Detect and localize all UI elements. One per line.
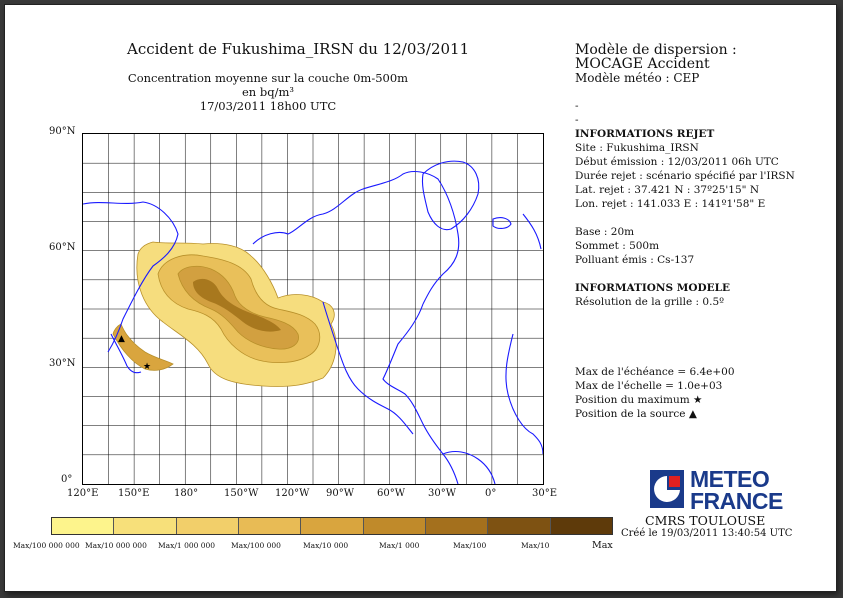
model-name-line1: Modèle de dispersion : [575,42,737,58]
info-panel: Modèle de dispersion : MOCAGE Accident M… [575,43,795,421]
coast-alaska-canada [252,170,460,305]
colorbar-swatch-4 [301,518,364,534]
subtitle-concentration: Concentration moyenne sur la couche 0m-5… [127,71,409,99]
colorbar-label-max: Max [592,540,613,551]
meteo-france-logo: METEO FRANCE [650,466,790,516]
colorbar-swatch-0 [52,518,115,534]
release-duration: Durée rejet : scénario spécifié par l'IR… [575,170,795,182]
colorbar-swatch-1 [114,518,177,534]
creation-timestamp: Créé le 19/03/2011 13:40:54 UTC [621,528,793,539]
lat-label-60n: 60°N [49,242,76,253]
meteo-france-logo-graphic [650,470,684,508]
source-marker: ▲ [118,334,125,344]
plume-core [193,278,281,332]
max-forecast: Max de l'échéance = 6.4e+00 [575,366,735,378]
subtitle-datetime: 17/03/2011 18h00 UTC [199,99,337,113]
lon-label-30w: 30°W [428,488,457,499]
lon-label-60w: 60°W [377,488,406,499]
logo-text-france: FRANCE [690,488,783,514]
max-scale: Max de l'échelle = 1.0e+03 [575,380,723,392]
map-subtitle: Concentration moyenne sur la couche 0m-5… [123,71,413,113]
release-base: Base : 20m [575,226,635,238]
dispersion-plume [112,241,337,387]
concentration-colorbar [51,517,613,535]
maximum-marker: ★ [143,362,152,372]
colorbar-swatch-6 [425,518,489,534]
colorbar-label-1e8: Max/100 000 000 [13,541,80,550]
lat-label-0: 0° [61,474,73,485]
grid-resolution: Résolution de la grille : 0.5º [575,296,725,308]
colorbar-label-1e2: Max/100 [453,541,487,550]
separator-dash-1: - [575,100,579,112]
coast-us-west [322,301,414,435]
colorbar-swatch-2 [176,518,239,534]
max-position-legend: Position du maximum ★ [575,394,703,406]
plume-tail [112,323,174,371]
lon-label-120e: 120°E [67,488,99,499]
colorbar-label-1e4: Max/10 000 [303,541,349,550]
release-top: Sommet : 500m [575,240,660,252]
colorbar-label-1e5: Max/100 000 [231,541,281,550]
lon-label-0: 0° [485,488,497,499]
coast-siberia [82,201,179,353]
release-site: Site : Fukushima_IRSN [575,142,699,154]
colorbar-label-1e7: Max/10 000 000 [85,541,147,550]
dispersion-map: ▲ ★ [82,133,544,485]
pollutant: Polluant émis : Cs-137 [575,254,695,266]
lat-label-30n: 30°N [49,358,76,369]
map-title: Accident de Fukushima_IRSN du 12/03/2011 [127,40,470,58]
lon-label-90w: 90°W [326,488,355,499]
map-canvas [82,134,544,485]
lon-label-150w: 150°W [224,488,259,499]
lon-label-120w: 120°W [275,488,310,499]
lat-label-90n: 90°N [49,126,76,137]
model-name-line2: MOCAGE Accident [575,56,710,72]
logo-text-meteo: METEO [690,466,770,492]
cmrs-toulouse: CMRS TOULOUSE [645,513,766,528]
colorbar-swatch-7 [488,518,551,534]
colorbar-swatch-3 [238,518,302,534]
lon-label-180: 180° [174,488,199,499]
coast-us-east [382,303,459,485]
colorbar-label-1e1: Max/10 [521,541,550,550]
coastlines [82,160,544,485]
separator-dash-2: - [575,114,579,126]
lon-label-150e: 150°E [118,488,150,499]
release-info-header: INFORMATIONS REJET [575,128,715,140]
colorbar-label-1e6: Max/1 000 000 [158,541,216,550]
coast-europe-africa [505,213,544,455]
colorbar-label-1e3: Max/1 000 [379,541,420,550]
source-position-legend: Position de la source ▲ [575,408,697,420]
coast-iceland [492,217,512,229]
coast-south-america [442,450,496,485]
coast-japan [110,333,142,374]
map-sheet: Accident de Fukushima_IRSN du 12/03/2011… [4,4,837,592]
model-info-header: INFORMATIONS MODELE [575,282,731,294]
meteo-model: Modèle météo : CEP [575,71,700,85]
lon-label-30e: 30°E [532,488,558,499]
release-latitude: Lat. rejet : 37.421 N : 37º25'15" N [575,184,760,196]
release-longitude: Lon. rejet : 141.033 E : 141º1'58" E [575,198,766,210]
colorbar-swatch-8 [550,518,612,534]
release-start: Début émission : 12/03/2011 06h UTC [575,156,779,168]
colorbar-swatch-5 [363,518,426,534]
coast-greenland [421,160,480,231]
